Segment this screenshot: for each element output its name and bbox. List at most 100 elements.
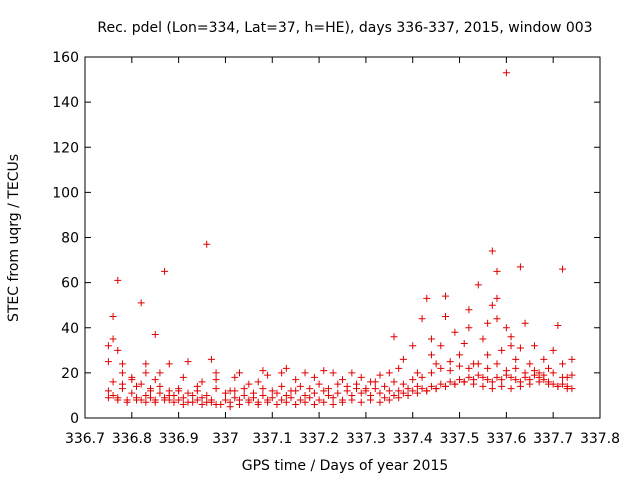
- data-point: [540, 371, 548, 379]
- data-point: [530, 342, 538, 350]
- x-tick-label: 337.8: [580, 431, 620, 447]
- x-tick-label: 337.7: [533, 431, 573, 447]
- data-point: [357, 373, 365, 381]
- data-point: [287, 394, 295, 402]
- data-point: [381, 394, 389, 402]
- data-point: [493, 315, 501, 323]
- data-point: [343, 382, 351, 390]
- data-point: [507, 385, 515, 393]
- data-point: [259, 367, 267, 375]
- x-tick-label: 337.1: [252, 431, 292, 447]
- data-point: [151, 398, 159, 406]
- data-point: [118, 360, 126, 368]
- data-point: [437, 342, 445, 350]
- data-point: [193, 387, 201, 395]
- data-point: [451, 380, 459, 388]
- data-point: [104, 342, 112, 350]
- data-point: [512, 376, 520, 384]
- data-point: [207, 355, 215, 363]
- data-point: [189, 391, 197, 399]
- x-tick-label: 337: [212, 431, 239, 447]
- data-point: [432, 385, 440, 393]
- data-point: [559, 265, 567, 273]
- data-point: [292, 376, 300, 384]
- y-tick-label: 160: [52, 50, 79, 66]
- data-point: [493, 373, 501, 381]
- data-point: [198, 378, 206, 386]
- data-point: [371, 378, 379, 386]
- data-point: [498, 376, 506, 384]
- data-point: [488, 378, 496, 386]
- plot-frame: [84, 56, 601, 419]
- data-point: [179, 400, 187, 408]
- data-point: [114, 276, 122, 284]
- data-point: [339, 398, 346, 406]
- data-point: [362, 385, 370, 393]
- data-point: [446, 358, 454, 366]
- data-point: [339, 376, 346, 384]
- y-tick-label: 80: [61, 231, 79, 247]
- data-point: [502, 324, 510, 332]
- data-point: [367, 396, 375, 404]
- data-point: [498, 382, 506, 390]
- data-point: [559, 360, 567, 368]
- data-point: [479, 373, 487, 381]
- data-point: [413, 389, 421, 397]
- data-point: [268, 394, 276, 402]
- data-point: [540, 355, 548, 363]
- chart-title: Rec. pdel (Lon=334, Lat=37, h=HE), days …: [97, 20, 592, 36]
- data-point: [147, 387, 155, 395]
- data-point: [193, 396, 201, 404]
- data-point: [442, 292, 449, 300]
- data-point: [442, 382, 449, 390]
- y-axis-label: STEC from uqrg / TECUs: [6, 154, 22, 322]
- data-point: [381, 382, 389, 390]
- data-point: [479, 335, 487, 343]
- data-point: [151, 331, 159, 339]
- data-point: [236, 369, 243, 377]
- data-point: [320, 398, 328, 406]
- data-point: [137, 380, 145, 388]
- data-point: [273, 389, 281, 397]
- data-point: [259, 391, 267, 399]
- data-point: [184, 389, 192, 397]
- data-point: [418, 373, 426, 381]
- data-point: [156, 369, 164, 377]
- data-point: [104, 394, 112, 402]
- data-point: [437, 364, 445, 372]
- data-point: [282, 391, 290, 399]
- data-point: [221, 389, 229, 397]
- data-point: [376, 389, 384, 397]
- data-point: [118, 380, 126, 388]
- data-point: [413, 369, 421, 377]
- data-point: [409, 387, 417, 395]
- data-point: [357, 389, 365, 397]
- data-point: [226, 403, 234, 411]
- data-point: [324, 385, 332, 393]
- data-point: [479, 382, 487, 390]
- data-point: [427, 369, 435, 377]
- data-point: [488, 247, 496, 255]
- data-point: [231, 373, 239, 381]
- data-point: [409, 376, 417, 384]
- data-point: [488, 385, 496, 393]
- data-point: [306, 385, 314, 393]
- data-point: [212, 385, 220, 393]
- data-point: [240, 385, 248, 393]
- data-point: [568, 371, 576, 379]
- data-point: [521, 369, 529, 377]
- data-point: [474, 371, 482, 379]
- data-point: [324, 391, 332, 399]
- data-point: [395, 364, 403, 372]
- data-point: [559, 380, 567, 388]
- data-point: [264, 398, 272, 406]
- data-point: [109, 335, 117, 343]
- data-point: [456, 362, 464, 370]
- data-point: [474, 281, 482, 289]
- data-point: [427, 351, 435, 359]
- data-point: [390, 333, 398, 341]
- data-point: [385, 369, 393, 377]
- data-point: [512, 364, 520, 372]
- data-point: [133, 396, 140, 404]
- data-point: [287, 387, 295, 395]
